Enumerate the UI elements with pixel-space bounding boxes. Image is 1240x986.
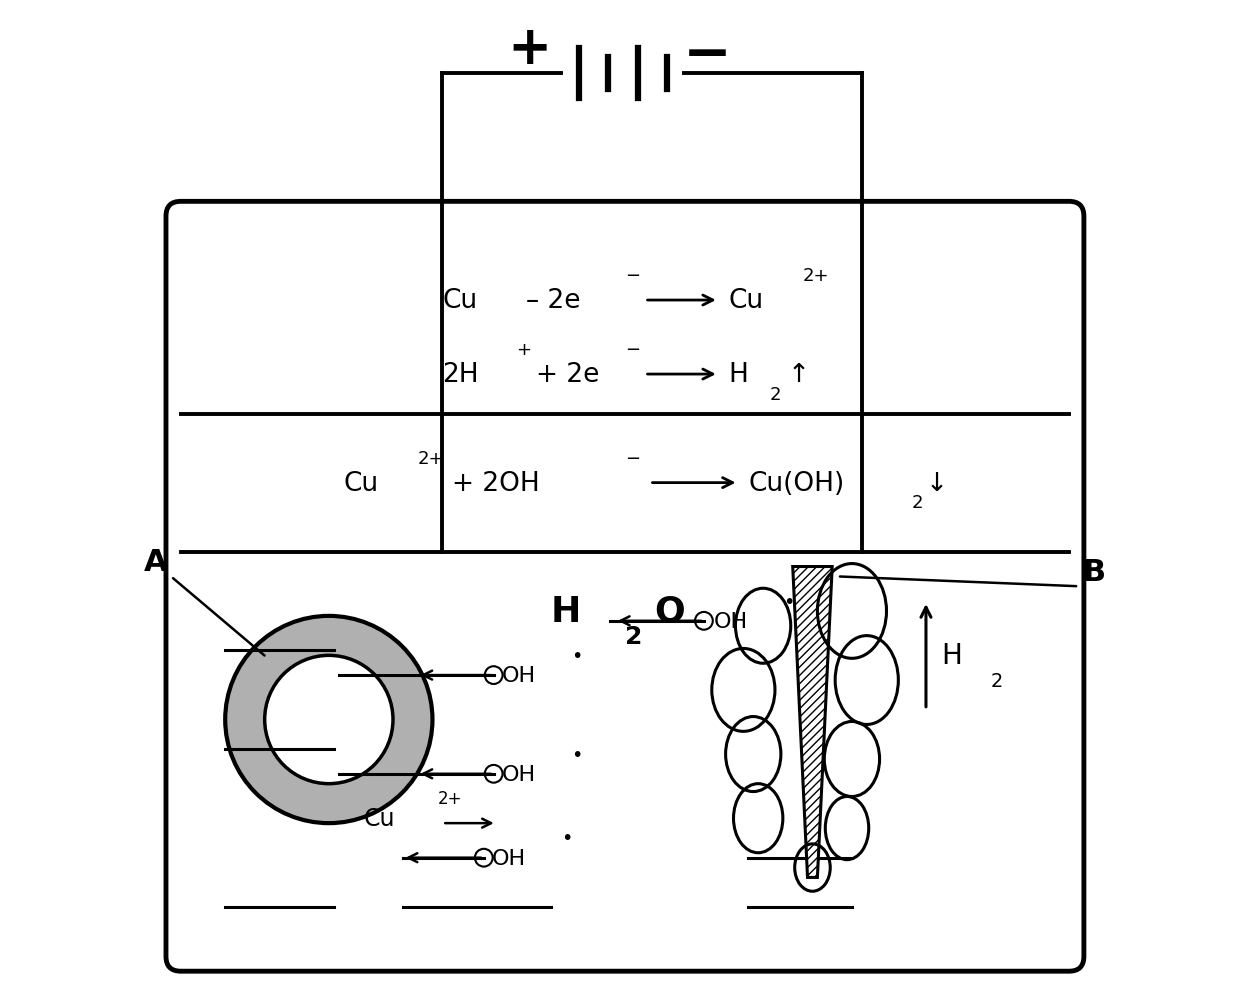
Text: +: + — [516, 341, 532, 359]
Text: Cu: Cu — [363, 807, 394, 830]
Text: 2H: 2H — [443, 362, 479, 387]
Text: + 2e: + 2e — [536, 362, 599, 387]
Text: •: • — [570, 646, 582, 666]
Text: H: H — [551, 595, 582, 628]
Text: ↑: ↑ — [787, 362, 810, 387]
Text: −: − — [625, 450, 640, 467]
Text: ↓: ↓ — [926, 470, 949, 496]
Polygon shape — [792, 567, 832, 878]
Text: −: − — [625, 341, 640, 359]
Text: 2+: 2+ — [802, 267, 830, 285]
Text: + 2OH: + 2OH — [453, 470, 539, 496]
Text: A: A — [144, 547, 167, 577]
Text: OH: OH — [501, 764, 536, 784]
FancyBboxPatch shape — [166, 202, 1084, 971]
Text: 2: 2 — [625, 624, 642, 648]
Circle shape — [264, 656, 393, 784]
Text: B: B — [1083, 557, 1105, 587]
Text: •: • — [782, 592, 795, 611]
Text: OH: OH — [501, 666, 536, 685]
Text: •: • — [560, 828, 572, 848]
Text: H: H — [941, 642, 962, 669]
Text: – 2e: – 2e — [526, 288, 580, 314]
Text: 2+: 2+ — [438, 790, 463, 808]
Text: H: H — [729, 362, 749, 387]
Text: Cu: Cu — [343, 470, 378, 496]
Text: 2: 2 — [911, 494, 923, 512]
Text: OH: OH — [714, 611, 748, 631]
Text: 2: 2 — [990, 670, 1002, 690]
Text: Cu: Cu — [443, 288, 477, 314]
Text: Cu(OH): Cu(OH) — [748, 470, 844, 496]
Text: −: − — [682, 26, 732, 83]
Text: 2+: 2+ — [418, 450, 444, 467]
Text: 2: 2 — [770, 386, 781, 403]
Text: •: • — [570, 744, 582, 764]
Text: −: − — [625, 267, 640, 285]
Text: +: + — [507, 24, 552, 75]
Text: Cu: Cu — [729, 288, 764, 314]
Text: OH: OH — [492, 848, 526, 868]
Text: O: O — [655, 595, 686, 628]
Circle shape — [226, 616, 433, 823]
